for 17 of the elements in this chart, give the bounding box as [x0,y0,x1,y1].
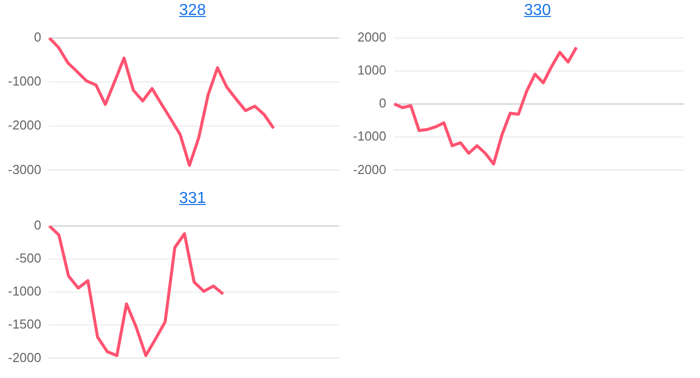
y-tick-label: -500 [15,250,42,266]
y-tick-label: -3000 [8,162,42,177]
y-tick-label: -1000 [8,74,42,89]
y-tick-label: -2000 [8,118,42,133]
chart-title: 331 [178,189,207,209]
y-tick-label: 0 [34,29,42,44]
y-tick-label: -2000 [8,350,42,365]
y-tick-label: -2000 [353,162,386,177]
y-tick-label: 0 [379,96,386,111]
y-tick-label: -1000 [8,284,42,299]
y-tick-label: -1000 [353,128,386,144]
chart-title: 330 [523,1,552,21]
y-tick-label: 1000 [357,62,386,78]
y-tick-label: 2000 [357,29,386,44]
y-tick-label: 0 [34,217,42,232]
y-tick-label: -1500 [8,316,42,332]
chart-title: 328 [178,1,207,21]
